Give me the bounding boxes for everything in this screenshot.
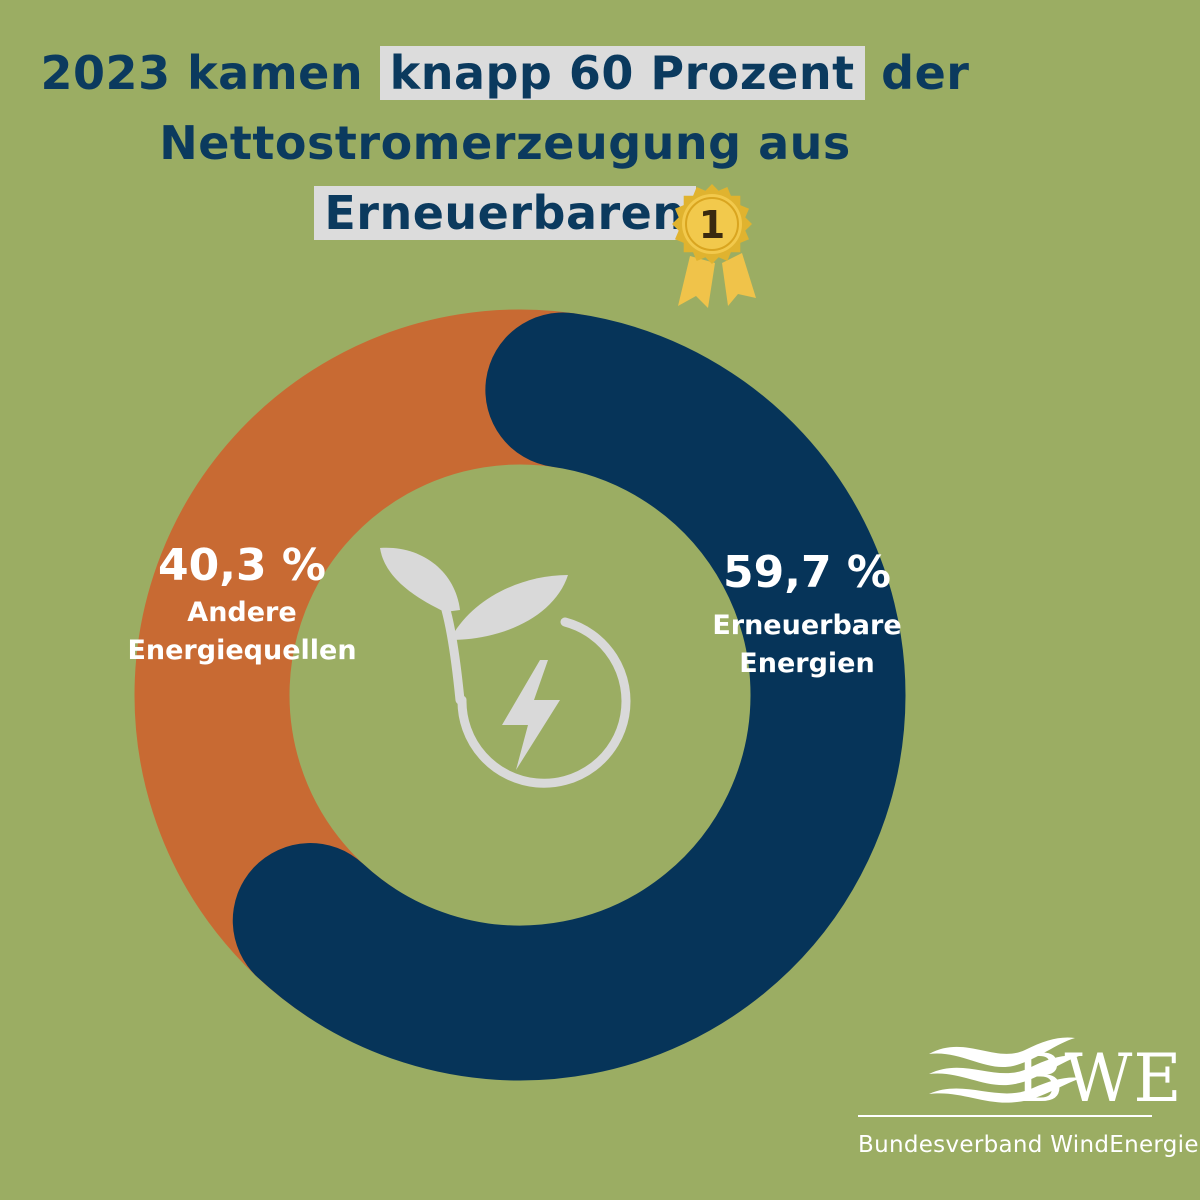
medal-ribbon-right xyxy=(722,253,756,306)
name-andere-line-1: Andere xyxy=(187,597,297,628)
name-erneuerbare-line-1: Erneuerbare xyxy=(712,610,902,641)
logo-divider xyxy=(858,1115,1152,1117)
icon-stem xyxy=(441,605,465,705)
wind-waves-logo-icon xyxy=(929,1037,1081,1103)
name-andere-line-2: Energiequellen xyxy=(127,635,357,666)
logo-subtitle: Bundesverband WindEnergie xyxy=(858,1132,1199,1158)
icon-leaf-right xyxy=(450,575,568,640)
label-andere-energiequellen: 40,3 % Andere Energiequellen xyxy=(82,538,402,670)
logo-name: BWE xyxy=(1015,1040,1183,1117)
label-erneuerbare-energien: 59,7 % Erneuerbare Energien xyxy=(652,545,962,683)
title-highlight-2: Erneuerbaren xyxy=(314,186,696,240)
donut-slice-erneuerbare-energien xyxy=(232,312,906,1081)
value-andere-energiequellen: 40,3 % xyxy=(158,540,326,591)
medal-rim xyxy=(685,197,739,251)
value-erneuerbare-energien: 59,7 % xyxy=(723,547,891,598)
icon-leaf-left xyxy=(380,547,460,612)
title-line-2: Nettostromerzeugung aus xyxy=(159,116,851,170)
title-line-3: Erneuerbaren xyxy=(0,178,1010,248)
icon-ring xyxy=(457,617,631,788)
medal-disc xyxy=(682,194,742,254)
gold-medal-icon: 1 xyxy=(672,184,756,308)
title-part-1: 2023 kamen xyxy=(40,46,364,100)
lightning-icon xyxy=(502,660,560,770)
leaf-lightning-icon xyxy=(380,547,631,788)
medal-number: 1 xyxy=(699,203,725,247)
title-line-1: 2023 kamen knapp 60 Prozent der xyxy=(0,38,1010,108)
name-erneuerbare-line-2: Energien xyxy=(739,648,875,679)
page-title: 2023 kamen knapp 60 Prozent der Nettostr… xyxy=(0,38,1010,248)
title-highlight-1: knapp 60 Prozent xyxy=(379,46,865,100)
medal-ribbon-left xyxy=(678,256,715,308)
title-part-2: der xyxy=(881,46,970,100)
